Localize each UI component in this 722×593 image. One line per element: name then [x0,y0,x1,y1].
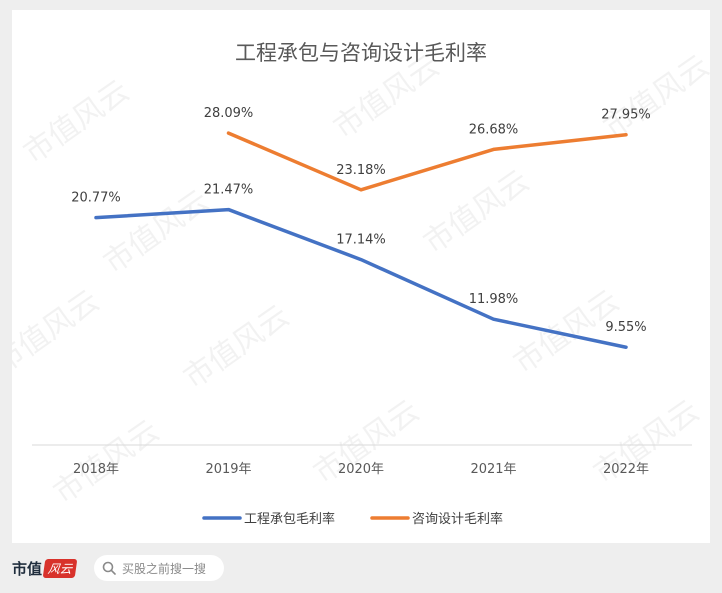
data-label: 11.98% [469,292,519,307]
watermark-text: 市值风云 [597,48,710,145]
x-tick-label: 2018年 [73,462,119,477]
brand-logo: 市值 风云 [12,556,78,580]
chart-card: 市值风云 市值风云 市值风云 市值风云 市值风云 市值风云 市值风云 市值风云 市值风云 市值风云… [12,10,710,543]
data-label: 17.14% [336,233,386,248]
watermark-text: 市值风云 [177,298,295,395]
watermark-text: 市值风云 [417,163,535,260]
x-tick-label: 2019年 [205,462,251,477]
legend: 工程承包毛利率 咨询设计毛利率 [202,511,503,527]
watermark-text: 市值风云 [17,73,135,170]
series-layer: 20.77% 21.47% 17.14% 11.98% 9.55% 28.09% 23.18… [71,106,651,349]
search-placeholder: 买股之前搜一搜 [122,561,207,576]
data-label: 9.55% [605,320,646,335]
search-icon [102,561,116,575]
data-label: 26.68% [469,122,519,137]
x-tick-label: 2020年 [338,462,384,477]
series-line-1 [94,207,628,349]
watermark-text: 市值风云 [12,283,106,380]
x-tick-label: 2022年 [603,462,649,477]
legend-label: 咨询设计毛利率 [412,511,503,527]
x-tick-label: 2021年 [470,462,516,477]
brand-stamp: 风云 [42,558,78,578]
chart-title: 工程承包与咨询设计毛利率 [235,41,487,65]
brand-text: 市值 [12,559,43,578]
data-label: 20.77% [71,191,121,206]
data-label: 28.09% [204,106,254,121]
legend-label: 工程承包毛利率 [244,511,335,527]
data-label: 21.47% [204,183,254,198]
x-axis-tick-labels: 2018年 2019年 2020年 2021年 2022年 [73,462,649,477]
data-label: 23.18% [336,163,386,178]
footer: 市值 风云 买股之前搜一搜 [0,548,722,593]
data-label: 27.95% [601,108,651,123]
series-line-2 [226,131,628,192]
search-box[interactable]: 买股之前搜一搜 [94,555,224,581]
